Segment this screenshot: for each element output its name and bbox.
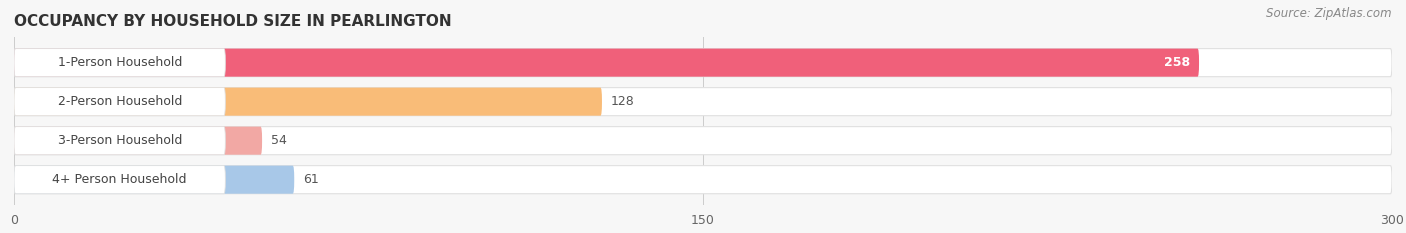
FancyBboxPatch shape xyxy=(14,127,225,155)
Text: 4+ Person Household: 4+ Person Household xyxy=(52,173,187,186)
FancyBboxPatch shape xyxy=(14,49,1199,77)
Text: 61: 61 xyxy=(304,173,319,186)
FancyBboxPatch shape xyxy=(14,88,1392,116)
Text: 128: 128 xyxy=(612,95,636,108)
FancyBboxPatch shape xyxy=(14,88,602,116)
Text: 2-Person Household: 2-Person Household xyxy=(58,95,181,108)
Text: 54: 54 xyxy=(271,134,287,147)
FancyBboxPatch shape xyxy=(14,49,225,77)
Text: 3-Person Household: 3-Person Household xyxy=(58,134,181,147)
FancyBboxPatch shape xyxy=(14,166,225,194)
Text: Source: ZipAtlas.com: Source: ZipAtlas.com xyxy=(1267,7,1392,20)
FancyBboxPatch shape xyxy=(14,127,262,155)
FancyBboxPatch shape xyxy=(14,49,1392,77)
FancyBboxPatch shape xyxy=(14,166,1392,194)
FancyBboxPatch shape xyxy=(14,127,1392,155)
FancyBboxPatch shape xyxy=(14,166,294,194)
Text: 1-Person Household: 1-Person Household xyxy=(58,56,181,69)
Text: 258: 258 xyxy=(1164,56,1189,69)
Text: OCCUPANCY BY HOUSEHOLD SIZE IN PEARLINGTON: OCCUPANCY BY HOUSEHOLD SIZE IN PEARLINGT… xyxy=(14,14,451,29)
FancyBboxPatch shape xyxy=(14,88,225,116)
